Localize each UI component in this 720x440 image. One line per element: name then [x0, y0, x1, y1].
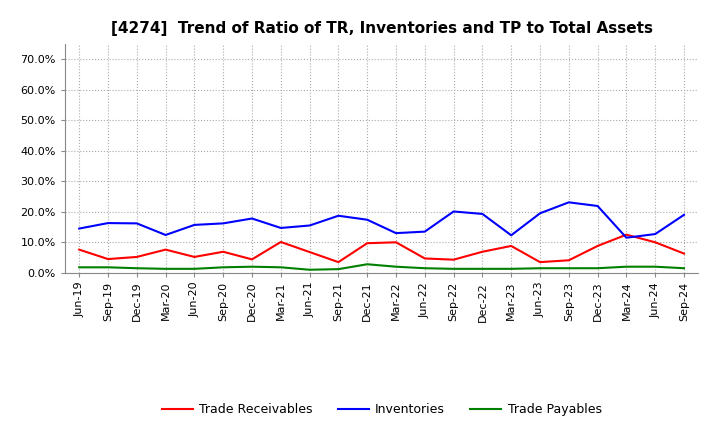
Trade Payables — [680, 266, 688, 271]
Trade Receivables — [190, 254, 199, 260]
Inventories — [75, 226, 84, 231]
Trade Receivables — [449, 257, 458, 262]
Trade Receivables — [305, 249, 314, 255]
Trade Payables — [75, 265, 84, 270]
Trade Receivables — [161, 247, 170, 252]
Trade Receivables — [680, 251, 688, 256]
Trade Receivables — [651, 240, 660, 245]
Trade Payables — [219, 265, 228, 270]
Trade Receivables — [420, 256, 429, 261]
Legend: Trade Receivables, Inventories, Trade Payables: Trade Receivables, Inventories, Trade Pa… — [157, 398, 606, 421]
Line: Inventories: Inventories — [79, 202, 684, 238]
Trade Payables — [593, 266, 602, 271]
Inventories — [219, 221, 228, 226]
Trade Receivables — [334, 260, 343, 265]
Trade Receivables — [478, 249, 487, 254]
Trade Receivables — [75, 247, 84, 252]
Trade Payables — [420, 266, 429, 271]
Trade Receivables — [363, 241, 372, 246]
Inventories — [564, 200, 573, 205]
Trade Payables — [564, 266, 573, 271]
Trade Payables — [276, 265, 285, 270]
Trade Receivables — [622, 232, 631, 237]
Inventories — [248, 216, 256, 221]
Inventories — [132, 221, 141, 226]
Trade Receivables — [132, 254, 141, 260]
Inventories — [507, 233, 516, 238]
Trade Payables — [392, 264, 400, 269]
Trade Payables — [334, 267, 343, 272]
Trade Receivables — [219, 249, 228, 254]
Trade Receivables — [392, 240, 400, 245]
Inventories — [305, 223, 314, 228]
Inventories — [420, 229, 429, 234]
Line: Trade Payables: Trade Payables — [79, 264, 684, 270]
Inventories — [334, 213, 343, 218]
Trade Payables — [190, 266, 199, 271]
Inventories — [449, 209, 458, 214]
Inventories — [680, 212, 688, 217]
Trade Payables — [651, 264, 660, 269]
Inventories — [276, 225, 285, 231]
Trade Payables — [161, 266, 170, 271]
Trade Receivables — [104, 257, 112, 262]
Inventories — [478, 211, 487, 216]
Trade Payables — [104, 265, 112, 270]
Title: [4274]  Trend of Ratio of TR, Inventories and TP to Total Assets: [4274] Trend of Ratio of TR, Inventories… — [111, 21, 652, 36]
Inventories — [651, 231, 660, 237]
Trade Receivables — [276, 239, 285, 245]
Inventories — [161, 232, 170, 238]
Trade Receivables — [507, 243, 516, 249]
Inventories — [363, 217, 372, 222]
Trade Payables — [507, 266, 516, 271]
Trade Receivables — [536, 260, 544, 265]
Trade Payables — [449, 266, 458, 271]
Trade Payables — [622, 264, 631, 269]
Trade Payables — [248, 264, 256, 269]
Trade Payables — [478, 266, 487, 271]
Trade Payables — [305, 267, 314, 272]
Trade Receivables — [248, 257, 256, 262]
Inventories — [392, 231, 400, 236]
Inventories — [536, 211, 544, 216]
Line: Trade Receivables: Trade Receivables — [79, 235, 684, 262]
Inventories — [622, 235, 631, 240]
Trade Receivables — [564, 258, 573, 263]
Inventories — [190, 222, 199, 227]
Trade Payables — [363, 262, 372, 267]
Inventories — [593, 203, 602, 209]
Inventories — [104, 220, 112, 226]
Trade Payables — [536, 266, 544, 271]
Trade Payables — [132, 266, 141, 271]
Trade Receivables — [593, 243, 602, 249]
